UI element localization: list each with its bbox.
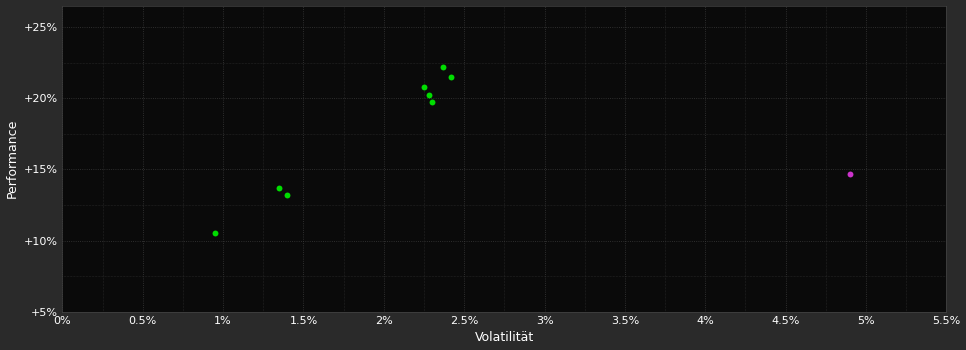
Point — [443, 74, 459, 79]
Point — [842, 171, 858, 176]
Point — [280, 192, 296, 198]
Point — [208, 231, 223, 236]
Point — [436, 64, 451, 70]
Point — [421, 92, 437, 98]
Y-axis label: Performance: Performance — [6, 119, 18, 198]
Point — [424, 100, 440, 105]
X-axis label: Volatilität: Volatilität — [474, 331, 534, 344]
Point — [416, 84, 432, 90]
Point — [271, 185, 287, 191]
